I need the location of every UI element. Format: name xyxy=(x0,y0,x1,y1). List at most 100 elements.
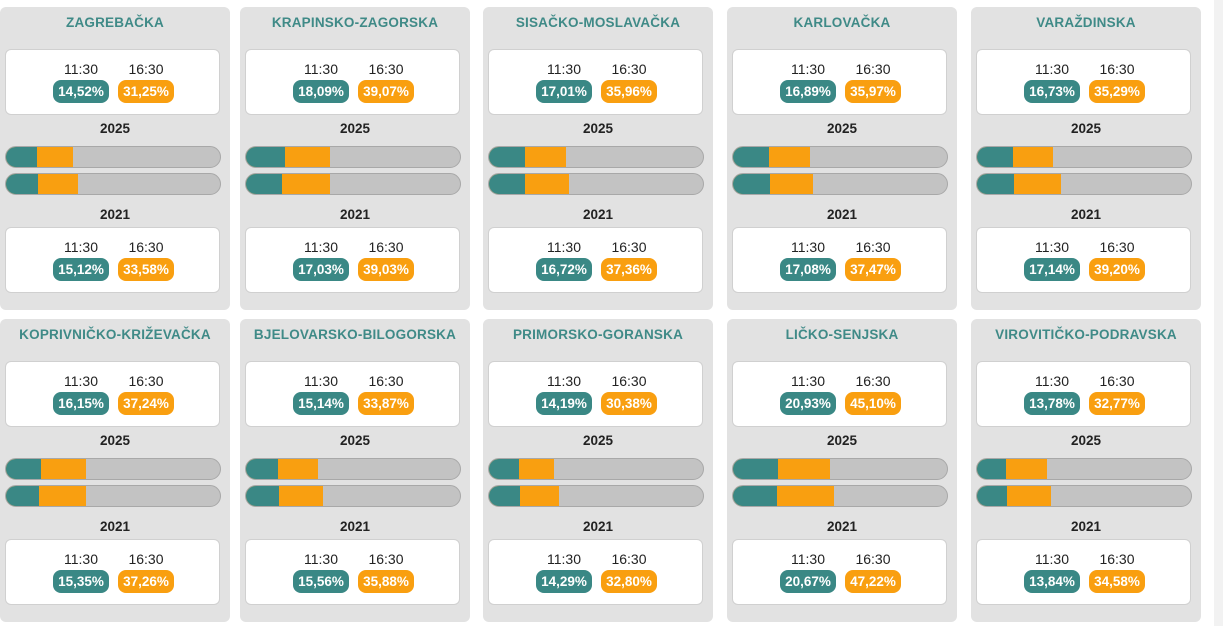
county-card[interactable]: KOPRIVNIČKO-KRIŽEVAČKA 11:30 16:30 16,15… xyxy=(0,319,230,622)
bar-segment-1130 xyxy=(733,459,778,479)
turnout-badge-1130: 15,14% xyxy=(293,392,349,415)
time-label-1130: 11:30 xyxy=(791,239,825,255)
county-card[interactable]: VIROVITIČKO-PODRAVSKA 11:30 16:30 13,78%… xyxy=(971,319,1201,622)
year-label-previous: 2021 xyxy=(339,519,371,534)
time-label-1130: 11:30 xyxy=(64,239,98,255)
turnout-panel-2025: 11:30 16:30 13,78% 32,77% xyxy=(976,361,1191,427)
county-card[interactable]: SISAČKO-MOSLAVAČKA 11:30 16:30 17,01% 35… xyxy=(483,7,713,310)
year-label-previous: 2021 xyxy=(99,207,131,222)
time-label-1630: 16:30 xyxy=(855,373,891,389)
turnout-bar-2025 xyxy=(5,458,221,480)
turnout-badge-1130: 18,09% xyxy=(293,80,349,103)
year-label-current: 2025 xyxy=(99,433,131,448)
turnout-badge-1130: 14,52% xyxy=(53,80,109,103)
turnout-badge-1630: 35,88% xyxy=(358,570,414,593)
time-label-1630: 16:30 xyxy=(855,551,891,567)
time-label-1130: 11:30 xyxy=(791,373,825,389)
time-label-1630: 16:30 xyxy=(128,551,164,567)
county-card[interactable]: VARAŽDINSKA 11:30 16:30 16,73% 35,29% 20… xyxy=(971,7,1201,310)
time-label-1130: 11:30 xyxy=(1035,373,1069,389)
year-label-current: 2025 xyxy=(99,121,131,136)
turnout-badge-1630: 30,38% xyxy=(601,392,657,415)
turnout-panel-2025: 11:30 16:30 20,93% 45,10% xyxy=(732,361,947,427)
turnout-panel-2021: 11:30 16:30 17,03% 39,03% xyxy=(245,227,460,293)
county-card[interactable]: KRAPINSKO-ZAGORSKA 11:30 16:30 18,09% 39… xyxy=(240,7,470,310)
turnout-badge-1130: 15,12% xyxy=(53,258,109,281)
turnout-panel-2021: 11:30 16:30 17,08% 37,47% xyxy=(732,227,947,293)
county-name: LIČKO-SENJSKA xyxy=(785,327,899,342)
bar-segment-1130 xyxy=(6,147,38,167)
county-name: VARAŽDINSKA xyxy=(1036,15,1136,30)
county-card[interactable]: BJELOVARSKO-BILOGORSKA 11:30 16:30 15,14… xyxy=(240,319,470,622)
turnout-badge-1130: 14,29% xyxy=(536,570,592,593)
county-name: SISAČKO-MOSLAVAČKA xyxy=(515,15,681,30)
bar-segment-1130 xyxy=(977,147,1013,167)
turnout-panel-2025: 11:30 16:30 17,01% 35,96% xyxy=(488,49,703,115)
turnout-badge-1130: 13,78% xyxy=(1024,392,1080,415)
county-name: KARLOVAČKA xyxy=(793,15,891,30)
year-label-current: 2025 xyxy=(582,121,614,136)
turnout-badge-1630: 37,36% xyxy=(601,258,657,281)
turnout-panel-2021: 11:30 16:30 15,35% 37,26% xyxy=(5,539,220,605)
year-label-current: 2025 xyxy=(582,433,614,448)
turnout-badge-1630: 31,25% xyxy=(118,80,174,103)
turnout-badge-1130: 15,35% xyxy=(53,570,109,593)
turnout-badge-1630: 39,03% xyxy=(358,258,414,281)
turnout-panel-2021: 11:30 16:30 13,84% 34,58% xyxy=(976,539,1191,605)
time-label-1130: 11:30 xyxy=(1035,551,1069,567)
turnout-panel-2025: 11:30 16:30 16,89% 35,97% xyxy=(732,49,947,115)
time-label-1630: 16:30 xyxy=(611,551,647,567)
turnout-badge-1630: 47,22% xyxy=(845,570,901,593)
turnout-badge-1130: 17,08% xyxy=(780,258,836,281)
turnout-panel-2021: 11:30 16:30 14,29% 32,80% xyxy=(488,539,703,605)
year-label-previous: 2021 xyxy=(826,519,858,534)
county-card[interactable]: LIČKO-SENJSKA 11:30 16:30 20,93% 45,10% … xyxy=(727,319,957,622)
bar-segment-1130 xyxy=(733,174,770,194)
turnout-panel-2021: 11:30 16:30 15,56% 35,88% xyxy=(245,539,460,605)
time-label-1630: 16:30 xyxy=(128,373,164,389)
bar-segment-1130 xyxy=(489,486,520,506)
year-label-previous: 2021 xyxy=(826,207,858,222)
turnout-panel-2025: 11:30 16:30 14,52% 31,25% xyxy=(5,49,220,115)
time-label-1130: 11:30 xyxy=(791,551,825,567)
turnout-badge-1630: 32,77% xyxy=(1089,392,1145,415)
time-label-1630: 16:30 xyxy=(368,61,404,77)
turnout-bar-2025 xyxy=(488,146,704,168)
turnout-badge-1630: 39,07% xyxy=(358,80,414,103)
turnout-bar-2021 xyxy=(488,485,704,507)
bar-segment-1130 xyxy=(489,459,520,479)
time-label-1130: 11:30 xyxy=(304,239,338,255)
turnout-bar-2025 xyxy=(488,458,704,480)
bar-segment-1130 xyxy=(6,486,39,506)
time-label-1130: 11:30 xyxy=(64,61,98,77)
turnout-bar-2021 xyxy=(5,485,221,507)
bar-segment-1130 xyxy=(246,147,285,167)
time-label-1130: 11:30 xyxy=(1035,61,1069,77)
time-label-1630: 16:30 xyxy=(855,61,891,77)
turnout-panel-2025: 11:30 16:30 14,19% 30,38% xyxy=(488,361,703,427)
time-label-1630: 16:30 xyxy=(1099,239,1135,255)
county-card[interactable]: ZAGREBAČKA 11:30 16:30 14,52% 31,25% 202… xyxy=(0,7,230,310)
county-card[interactable]: KARLOVAČKA 11:30 16:30 16,89% 35,97% 202… xyxy=(727,7,957,310)
bar-segment-1130 xyxy=(489,147,526,167)
scrollbar[interactable] xyxy=(1214,0,1223,626)
turnout-badge-1130: 17,01% xyxy=(536,80,592,103)
bar-segment-1130 xyxy=(246,174,283,194)
year-label-previous: 2021 xyxy=(1070,519,1102,534)
turnout-panel-2025: 11:30 16:30 16,73% 35,29% xyxy=(976,49,1191,115)
turnout-panel-2025: 11:30 16:30 18,09% 39,07% xyxy=(245,49,460,115)
time-label-1630: 16:30 xyxy=(1099,61,1135,77)
time-label-1130: 11:30 xyxy=(304,373,338,389)
turnout-bar-2021 xyxy=(976,485,1192,507)
time-label-1630: 16:30 xyxy=(1099,551,1135,567)
time-label-1630: 16:30 xyxy=(128,61,164,77)
county-name: KOPRIVNIČKO-KRIŽEVAČKA xyxy=(19,327,211,342)
turnout-badge-1630: 37,24% xyxy=(118,392,174,415)
time-label-1130: 11:30 xyxy=(304,61,338,77)
turnout-badge-1630: 35,97% xyxy=(845,80,901,103)
turnout-bar-2025 xyxy=(976,458,1192,480)
time-label-1630: 16:30 xyxy=(1099,373,1135,389)
turnout-badge-1630: 32,80% xyxy=(601,570,657,593)
county-card[interactable]: PRIMORSKO-GORANSKA 11:30 16:30 14,19% 30… xyxy=(483,319,713,622)
bar-segment-1130 xyxy=(489,174,525,194)
